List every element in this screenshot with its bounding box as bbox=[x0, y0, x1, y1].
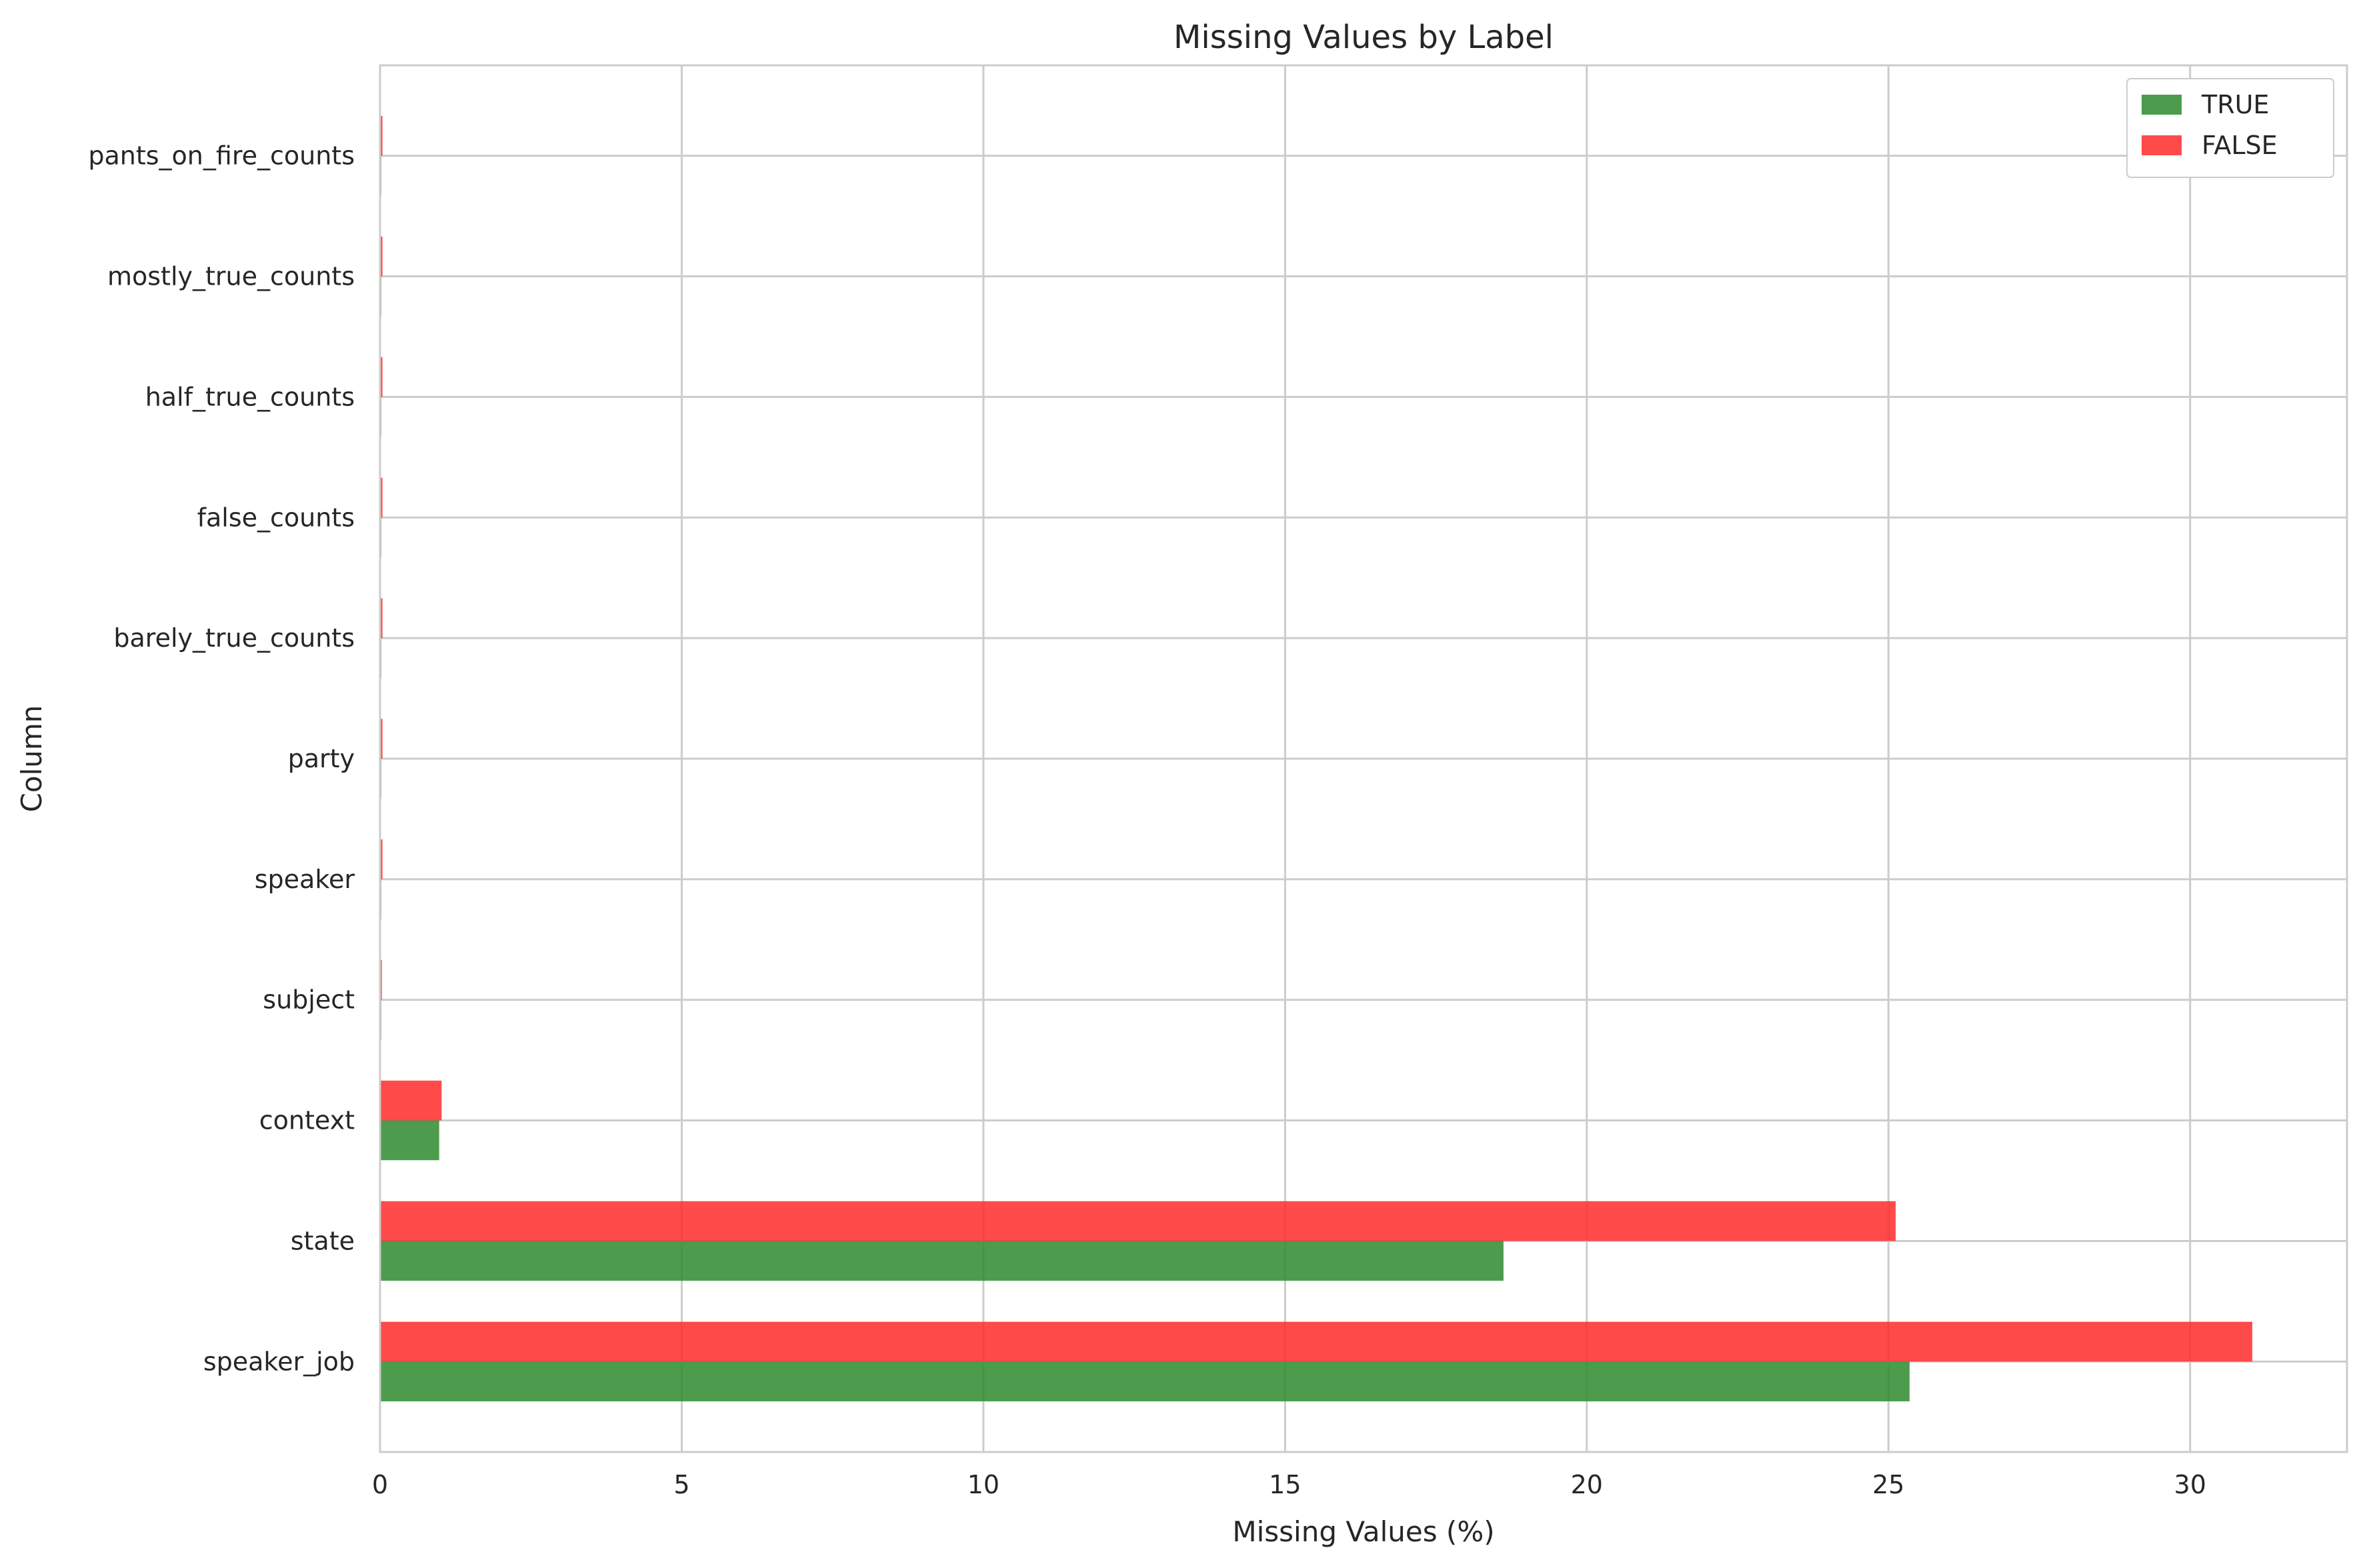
legend-label-true: TRUE bbox=[2201, 90, 2269, 119]
x-tick-labels: 0 5 10 15 20 25 30 bbox=[372, 1470, 2206, 1499]
bar-false-speaker_job bbox=[380, 1321, 2252, 1362]
y-tick-label: pants_on_fire_counts bbox=[88, 141, 355, 171]
y-tick-label: context bbox=[259, 1106, 355, 1135]
x-tick-label: 30 bbox=[2174, 1470, 2206, 1499]
bar-false-context bbox=[380, 1080, 442, 1121]
legend-swatch-false bbox=[2142, 135, 2182, 155]
bar-false-barely_true_counts bbox=[380, 598, 383, 639]
bar-false-pants_on_fire_counts bbox=[380, 115, 383, 156]
y-tick-label: speaker bbox=[255, 865, 355, 894]
x-tick-label: 0 bbox=[372, 1470, 388, 1499]
bar-true-context bbox=[380, 1120, 439, 1161]
y-tick-label: party bbox=[288, 744, 355, 773]
y-tick-label: barely_true_counts bbox=[113, 623, 355, 653]
legend: TRUE FALSE bbox=[2126, 78, 2334, 178]
bar-false-party bbox=[380, 719, 383, 759]
y-tick-label: speaker_job bbox=[203, 1347, 355, 1376]
x-axis-label: Missing Values (%) bbox=[1232, 1515, 1494, 1548]
bar-false-mostly_true_counts bbox=[380, 236, 383, 277]
bar-true-speaker_job bbox=[380, 1361, 1910, 1402]
x-tick-label: 20 bbox=[1571, 1470, 1603, 1499]
x-tick-label: 5 bbox=[673, 1470, 689, 1499]
y-tick-label: subject bbox=[263, 985, 355, 1015]
legend-label-false: FALSE bbox=[2202, 131, 2278, 160]
y-tick-label: half_true_counts bbox=[145, 382, 355, 411]
bar-false-speaker bbox=[380, 839, 383, 879]
chart-title: Missing Values by Label bbox=[1173, 19, 1554, 56]
bar-false-half_true_counts bbox=[380, 357, 383, 397]
y-axis-label: Column bbox=[15, 705, 48, 813]
x-tick-label: 25 bbox=[1872, 1470, 1904, 1499]
x-tick-label: 10 bbox=[967, 1470, 999, 1499]
legend-swatch-true bbox=[2142, 95, 2182, 115]
y-tick-label: state bbox=[291, 1226, 355, 1255]
x-tick-label: 15 bbox=[1269, 1470, 1301, 1499]
y-tick-label: false_counts bbox=[197, 503, 355, 532]
y-tick-label: mostly_true_counts bbox=[107, 262, 355, 291]
bar-false-false_counts bbox=[380, 477, 383, 518]
bars bbox=[380, 115, 2252, 1402]
bar-false-state bbox=[380, 1201, 1896, 1241]
bar-true-state bbox=[380, 1241, 1504, 1281]
plot-frame bbox=[379, 64, 2348, 1453]
y-tick-labels: speaker_job state context subject speaker par… bbox=[88, 141, 355, 1377]
